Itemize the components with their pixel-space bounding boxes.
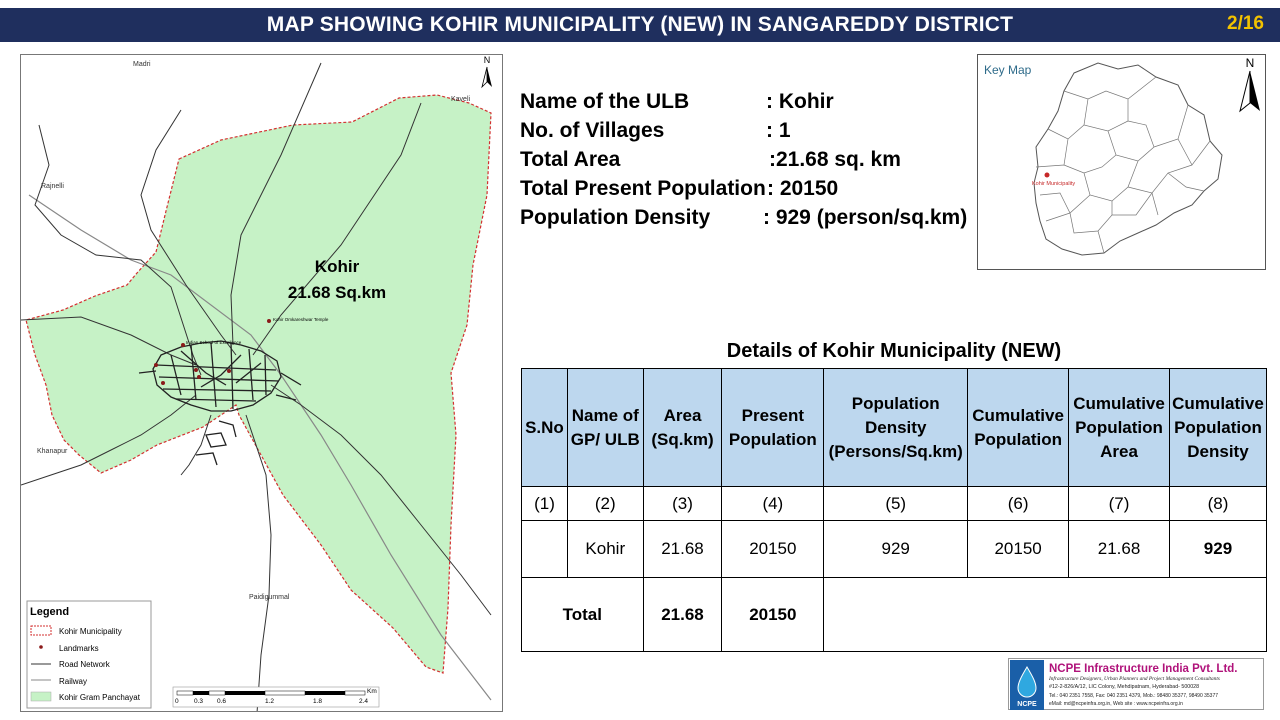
kohir-location-marker	[1044, 172, 1050, 178]
column-number: (5)	[823, 486, 969, 521]
scale-tick: 1.2	[265, 698, 274, 705]
legend-item: Kohir Municipality	[59, 627, 122, 636]
area-value-label: 21.68 Sq.km	[288, 283, 386, 302]
legend-item: Kohir Gram Panchayat	[59, 693, 141, 702]
column-header: Population Density (Persons/Sq.km)	[823, 368, 969, 487]
water-drop-icon	[1017, 666, 1037, 698]
map-legend: Legend Kohir Municipality Landmarks Road…	[26, 600, 152, 709]
key-map: Key Map Kohir Municipality N	[977, 54, 1266, 270]
place-label-madri: Madri	[133, 61, 151, 68]
info-value: : 1	[766, 119, 791, 142]
logo-canvas: NCPE NCPE Infrastructure India Pvt. Ltd.…	[1010, 660, 1238, 710]
table-cell: 21.68	[1068, 520, 1170, 578]
place-label-rajnelli: Rajnelli	[41, 183, 64, 190]
details-title: Details of Kohir Municipality (NEW)	[726, 340, 1062, 362]
total-population: 20150	[721, 577, 825, 652]
area-name-label: Kohir	[315, 257, 360, 276]
key-map-canvas: Key Map Kohir Municipality N	[984, 56, 1260, 256]
telangana-outline	[1033, 62, 1223, 256]
info-value: : 20150	[767, 177, 839, 200]
info-label: Population Density	[520, 206, 711, 229]
column-number: (4)	[721, 486, 825, 521]
table-cell: 21.68	[642, 520, 723, 578]
info-label: Total Present Population	[520, 177, 766, 200]
page-title: MAP SHOWING KOHIR MUNICIPALITY (NEW) IN …	[266, 13, 1014, 36]
table-row: Kohir 21.68 20150 929 20150 21.68 929	[521, 520, 1268, 578]
company-tagline: Infrastructure Designers, Urban Planners…	[1048, 675, 1220, 682]
column-number: (1)	[521, 486, 568, 521]
info-label: No. of Villages	[520, 119, 665, 142]
page-number: 2/16	[1227, 13, 1264, 34]
company-name: NCPE Infrastructure India Pvt. Ltd.	[1049, 663, 1238, 675]
table-cell: 20150	[967, 520, 1070, 578]
landmark-label: Kohir Omkareshwar Temple	[273, 317, 329, 322]
total-row: Total 21.68 20150	[521, 577, 1267, 652]
info-value: : 929 (person/sq.km)	[763, 206, 968, 229]
place-label-kaveli: Kaveli	[451, 96, 471, 103]
scale-unit: Km	[367, 688, 377, 695]
column-header: Area (Sq.km)	[642, 368, 723, 487]
info-label: Name of the ULB	[520, 90, 690, 113]
landmark-label: Indian School of Excellence	[186, 340, 242, 345]
company-logo: NCPE NCPE Infrastructure India Pvt. Ltd.…	[1008, 658, 1264, 710]
column-header: Cumulative Population Density	[1168, 368, 1268, 487]
map-canvas: Kohir Omkareshwar Temple Indian School o…	[21, 55, 492, 711]
legend-title: Legend	[30, 606, 69, 618]
column-number-row: (1) (2) (3) (4) (5) (6) (7) (8)	[521, 486, 1268, 521]
legend-item: Landmarks	[59, 644, 99, 653]
road-network	[21, 62, 492, 711]
title-bar: MAP SHOWING KOHIR MUNICIPALITY (NEW) IN …	[0, 8, 1280, 42]
logo-short: NCPE	[1017, 701, 1037, 708]
total-area: 21.68	[642, 577, 723, 652]
north-arrow-icon: N	[1239, 56, 1260, 113]
table-cell: 929	[823, 520, 969, 578]
total-label: Total	[521, 577, 644, 652]
scale-tick: 1.8	[313, 698, 322, 705]
column-header: Cumulative Population Area	[1068, 368, 1170, 487]
scale-tick: 2.4	[359, 698, 368, 705]
details-table: S.No Name of GP/ ULB Area (Sq.km) Presen…	[521, 368, 1268, 652]
info-value: :21.68 sq. km	[769, 148, 901, 171]
column-number: (8)	[1168, 486, 1268, 521]
table-cell: 20150	[721, 520, 825, 578]
scale-bar: Km 0 0.3 0.6 1.2 1.8 2.4	[172, 686, 380, 708]
gram-panchayat-area	[25, 94, 492, 674]
column-header: Cumulative Population	[967, 368, 1070, 487]
north-label: N	[484, 55, 491, 65]
kohir-map: Kohir Omkareshwar Temple Indian School o…	[20, 54, 503, 712]
key-map-title: Key Map	[984, 63, 1032, 77]
scale-tick: 0.6	[217, 698, 226, 705]
scale-tick: 0	[175, 698, 179, 705]
column-header: Name of GP/ ULB	[566, 368, 644, 487]
scale-tick: 0.3	[194, 698, 203, 705]
place-label-khanapur: Khanapur	[37, 448, 68, 455]
legend-item: Road Network	[59, 660, 111, 669]
district-boundaries	[1035, 76, 1211, 254]
place-label-paidigummal: Paidigummal	[249, 594, 290, 601]
table-cell	[521, 520, 568, 578]
column-number: (2)	[566, 486, 644, 521]
north-arrow-icon: N	[481, 55, 492, 89]
company-phone: Tel.: 040 2351 7558, Fax: 040 2351 4379,…	[1049, 693, 1218, 699]
town-streets	[138, 340, 302, 466]
column-number: (3)	[642, 486, 723, 521]
company-address: #12-2-826/A/12, LIC Colony, Mehdipatnam,…	[1049, 684, 1199, 690]
column-header: S.No	[521, 368, 568, 487]
column-number: (6)	[967, 486, 1070, 521]
empty-cell	[823, 577, 1267, 652]
info-value: : Kohir	[766, 90, 834, 113]
table-cell: Kohir	[566, 520, 644, 578]
company-email: eMail: md@ncpeinfra.org.in, Web site : w…	[1049, 701, 1183, 707]
table-cell: 929	[1168, 520, 1268, 578]
column-header: Present Population	[721, 368, 825, 487]
legend-item: Railway	[59, 677, 87, 686]
column-number: (7)	[1068, 486, 1170, 521]
table-header-row: S.No Name of GP/ ULB Area (Sq.km) Presen…	[521, 368, 1268, 487]
landmark-markers	[154, 319, 271, 385]
key-map-marker-label: Kohir Municipality	[1032, 181, 1075, 187]
key-map-north-label: N	[1246, 56, 1255, 70]
info-label: Total Area	[520, 148, 621, 171]
